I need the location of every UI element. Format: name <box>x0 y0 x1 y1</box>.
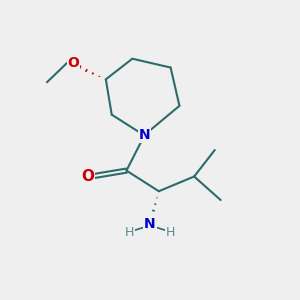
Text: O: O <box>82 169 95 184</box>
Text: N: N <box>138 128 150 142</box>
Text: N: N <box>144 217 156 231</box>
Text: H: H <box>125 226 134 239</box>
Text: O: O <box>68 56 80 70</box>
Text: H: H <box>166 226 175 239</box>
